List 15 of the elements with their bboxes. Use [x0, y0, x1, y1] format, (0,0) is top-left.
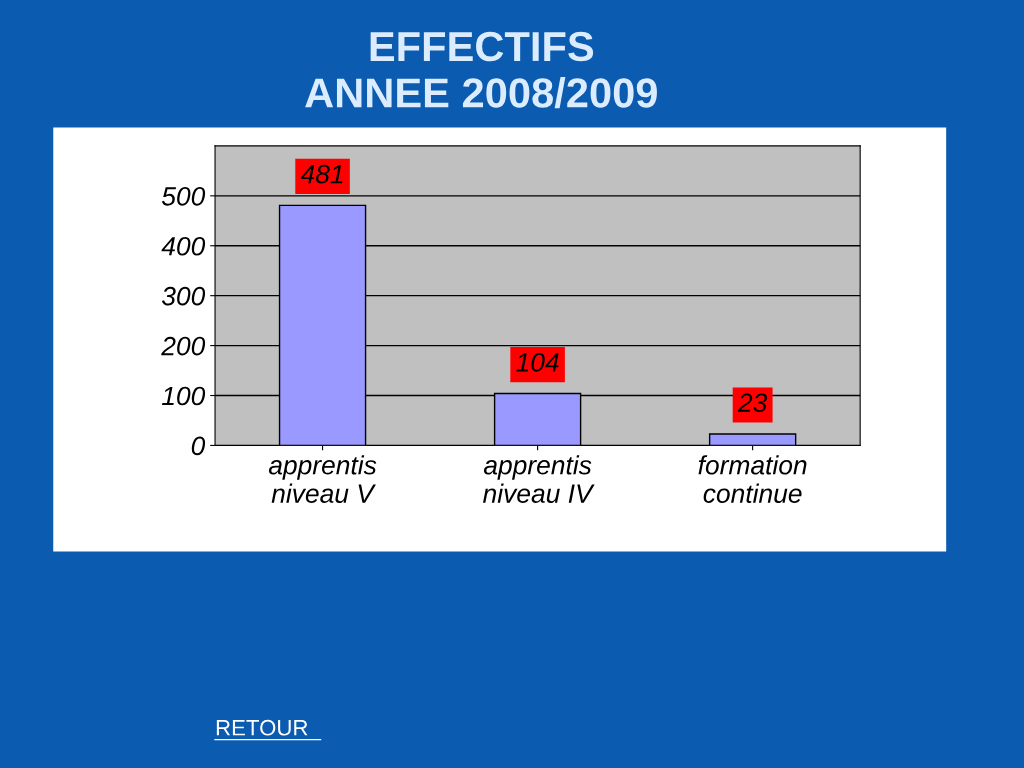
text: RETOUR	[216, 719, 308, 736]
data-label: 104	[516, 352, 559, 372]
y-tick-label: 400	[161, 236, 206, 256]
x-tick-label: formation continue	[698, 455, 807, 503]
chart-title: EFFECTIFS ANNEE 2008/2009	[305, 31, 657, 109]
y-tick-label: 0	[191, 436, 206, 456]
data-label: 481	[300, 164, 343, 184]
x-tick-label: apprentis niveau IV	[483, 455, 595, 503]
bar	[708, 433, 797, 446]
data-label: 23	[737, 393, 768, 413]
y-tick-label: 300	[161, 286, 206, 306]
y-tick-label: 100	[161, 386, 206, 406]
x-tick-label: apprentis niveau V	[268, 455, 377, 503]
y-tick-label: 500	[161, 186, 206, 206]
y-tick-label: 200	[161, 336, 206, 356]
